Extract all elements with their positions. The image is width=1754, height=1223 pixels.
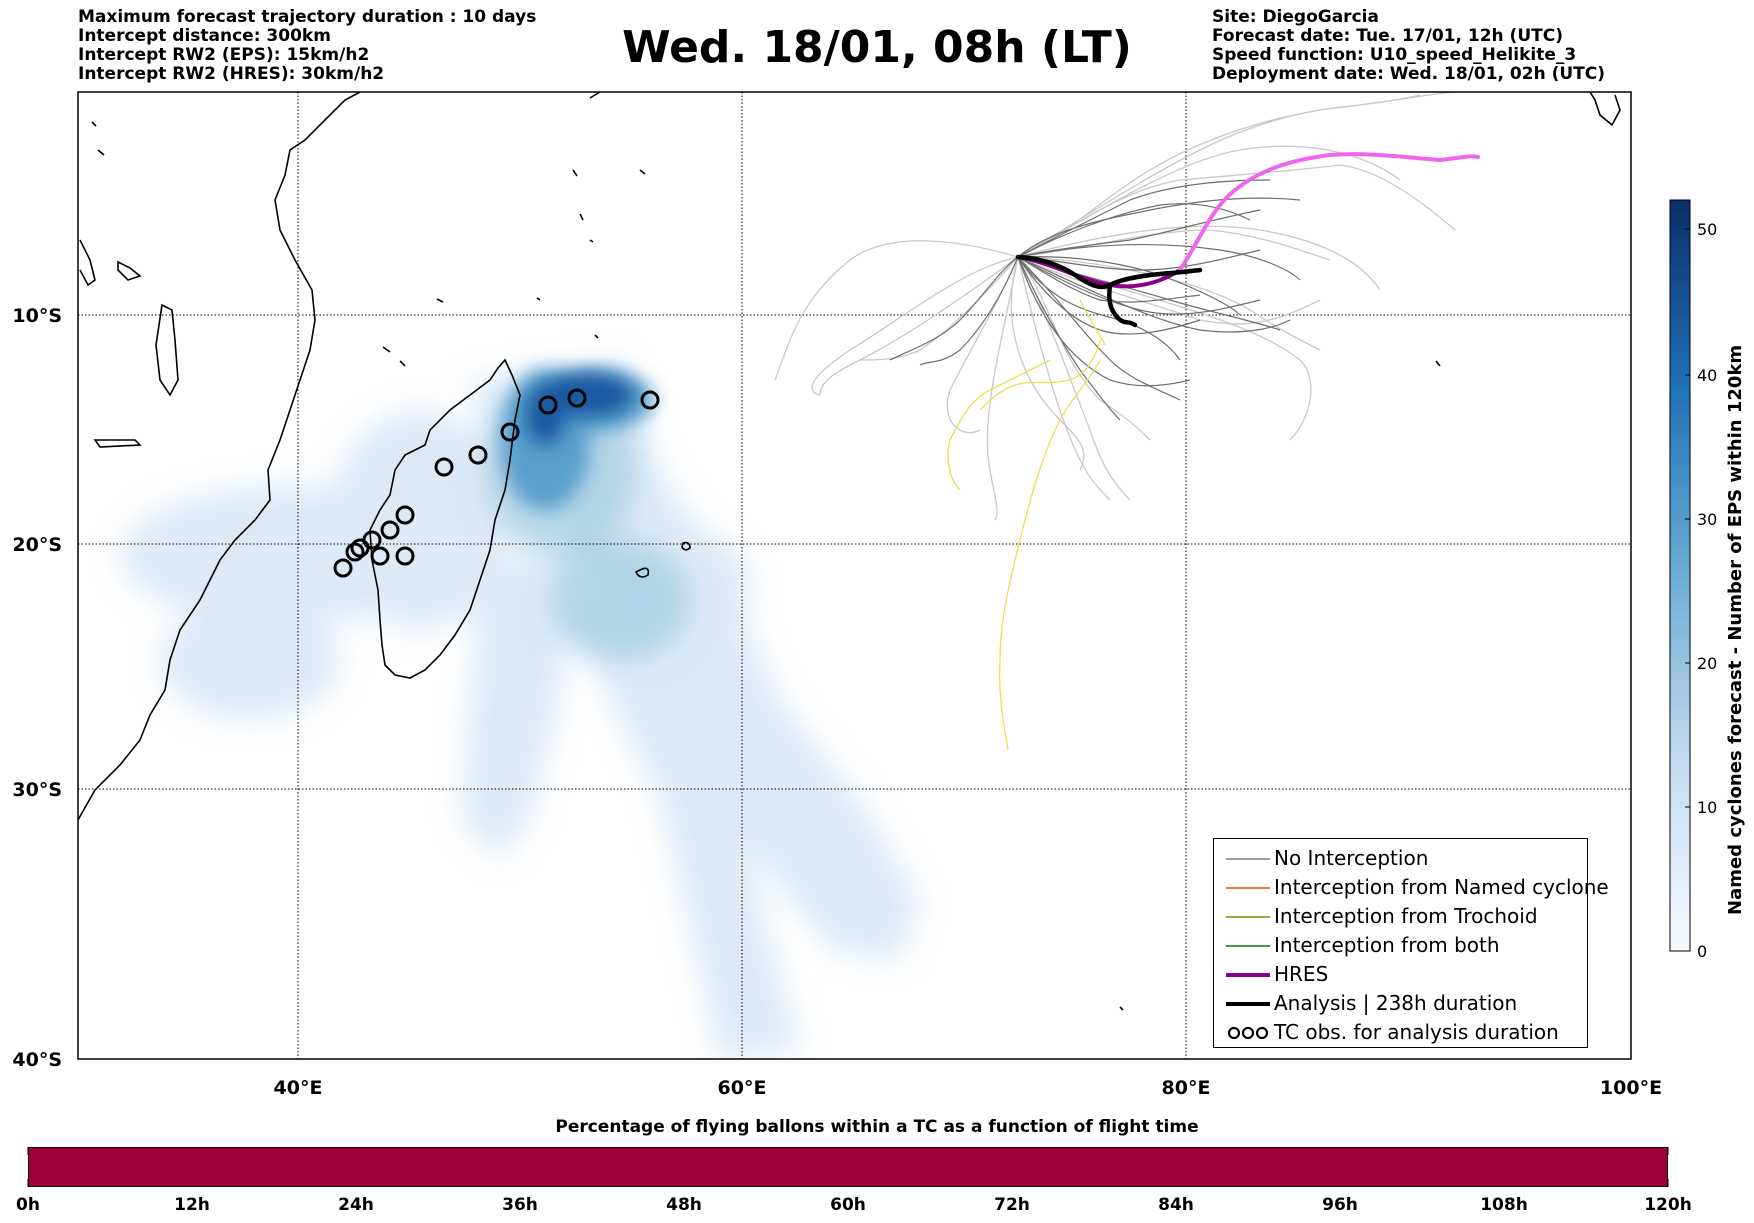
cyclone-icon bbox=[380, 520, 400, 540]
lat-label: 30°S bbox=[12, 779, 62, 801]
latitude-labels: 10°S 20°S 30°S 40°S bbox=[12, 305, 62, 1071]
cyclone-icon bbox=[345, 542, 365, 562]
cyclone-icon bbox=[333, 558, 353, 578]
lon-label: 80°E bbox=[1162, 1077, 1211, 1099]
cyclone-icon bbox=[468, 445, 488, 465]
header-line: Site: DiegoGarcia bbox=[1212, 7, 1379, 27]
bottom-tick-label: 108h bbox=[1480, 1195, 1528, 1215]
header-line: Forecast date: Tue. 17/01, 12h (UTC) bbox=[1212, 26, 1563, 46]
bottom-tick-label: 120h bbox=[1644, 1195, 1692, 1215]
legend-item: No Interception bbox=[1214, 845, 1587, 871]
lon-label: 40°E bbox=[274, 1077, 323, 1099]
bottom-bar-title: Percentage of flying ballons within a TC… bbox=[555, 1117, 1199, 1137]
legend-item: Interception from Trochoid bbox=[1214, 903, 1587, 929]
header-right: Site: DiegoGarcia Forecast date: Tue. 17… bbox=[1212, 8, 1605, 84]
legend-item: Analysis | 238h duration bbox=[1214, 990, 1587, 1016]
legend-label: HRES bbox=[1274, 962, 1329, 986]
legend-item: Interception from both bbox=[1214, 932, 1587, 958]
bottom-tick-label: 60h bbox=[830, 1195, 866, 1215]
bottom-tick-label: 48h bbox=[666, 1195, 702, 1215]
longitude-labels: 40°E 60°E 80°E 100°E bbox=[274, 1077, 1663, 1099]
lat-label: 40°S bbox=[12, 1049, 62, 1071]
map-frame bbox=[77, 91, 1632, 1060]
cyclone-icon bbox=[434, 457, 454, 477]
analysis-track bbox=[1015, 254, 1203, 328]
legend-label: Interception from Named cyclone bbox=[1274, 875, 1609, 899]
legend-label: Interception from Trochoid bbox=[1274, 904, 1538, 928]
lat-label: 10°S bbox=[12, 305, 62, 327]
map-area bbox=[78, 92, 1631, 1059]
cyclone-icon bbox=[370, 546, 390, 566]
colorbar-tick: 30 bbox=[1697, 510, 1717, 529]
bottom-tick-label: 72h bbox=[994, 1195, 1030, 1215]
flight-time-bar bbox=[28, 1147, 1668, 1187]
cyclone-icon bbox=[395, 546, 415, 566]
colorbar-gradient bbox=[1669, 199, 1691, 952]
cyclone-icon bbox=[538, 395, 558, 415]
colorbar-ticks: 0 10 20 30 40 50 bbox=[1685, 220, 1717, 961]
ensemble-tracks-no-interception bbox=[889, 179, 1301, 421]
legend-label: Interception from both bbox=[1274, 933, 1500, 957]
bottom-tick-label: 84h bbox=[1158, 1195, 1194, 1215]
legend-label: TC obs. for analysis duration bbox=[1274, 1020, 1559, 1044]
colorbar-tick: 10 bbox=[1697, 798, 1717, 817]
header-line: Intercept distance: 300km bbox=[78, 26, 331, 46]
lat-label: 20°S bbox=[12, 534, 62, 556]
coastlines bbox=[78, 92, 1621, 1011]
header-line: Intercept RW2 (HRES): 30km/h2 bbox=[78, 64, 385, 84]
cyclone-icon bbox=[350, 538, 370, 558]
bottom-tick-label: 36h bbox=[502, 1195, 538, 1215]
cyclone-icon bbox=[500, 422, 520, 442]
header-left: Maximum forecast trajectory duration : 1… bbox=[78, 8, 536, 84]
colorbar-tick: 20 bbox=[1697, 654, 1717, 673]
colorbar: 0 10 20 30 40 50 bbox=[1669, 199, 1717, 961]
legend: No Interception Interception from Named … bbox=[1213, 838, 1609, 1048]
bottom-tick-label: 96h bbox=[1322, 1195, 1358, 1215]
yellow-tracks bbox=[947, 299, 1106, 751]
bottom-tick-label: 24h bbox=[338, 1195, 374, 1215]
lon-label: 100°E bbox=[1600, 1077, 1662, 1099]
legend-item: HRES bbox=[1214, 961, 1587, 987]
cyclone-icon bbox=[567, 388, 587, 408]
cyclone-icon bbox=[640, 390, 660, 410]
graticule bbox=[78, 92, 1631, 1059]
colorbar-tick: 40 bbox=[1697, 366, 1717, 385]
page-title: Wed. 18/01, 08h (LT) bbox=[622, 22, 1132, 73]
tc-observation-markers bbox=[333, 388, 660, 578]
legend-label: No Interception bbox=[1274, 846, 1429, 870]
legend-item: Interception from Named cyclone bbox=[1214, 874, 1609, 900]
legend-label: Analysis | 238h duration bbox=[1274, 991, 1518, 1015]
cyclone-icon bbox=[395, 505, 415, 525]
cyclone-icon bbox=[1227, 1026, 1269, 1040]
colorbar-tick: 0 bbox=[1697, 942, 1707, 961]
bottom-tick-label: 12h bbox=[174, 1195, 210, 1215]
cyclone-density-field bbox=[120, 360, 920, 1059]
bottom-tick-label: 0h bbox=[16, 1195, 40, 1215]
legend-item: TC obs. for analysis duration bbox=[1214, 1019, 1587, 1045]
header-line: Intercept RW2 (EPS): 15km/h2 bbox=[78, 45, 370, 65]
header-line: Maximum forecast trajectory duration : 1… bbox=[78, 7, 537, 27]
colorbar-tick: 50 bbox=[1697, 220, 1717, 239]
header-line: Deployment date: Wed. 18/01, 02h (UTC) bbox=[1212, 64, 1606, 84]
colorbar-label: Named cyclones forecast - Number of EPS … bbox=[1725, 344, 1746, 915]
header-line: Speed function: U10_speed_Helikite_3 bbox=[1212, 45, 1577, 65]
lon-label: 60°E bbox=[718, 1077, 767, 1099]
